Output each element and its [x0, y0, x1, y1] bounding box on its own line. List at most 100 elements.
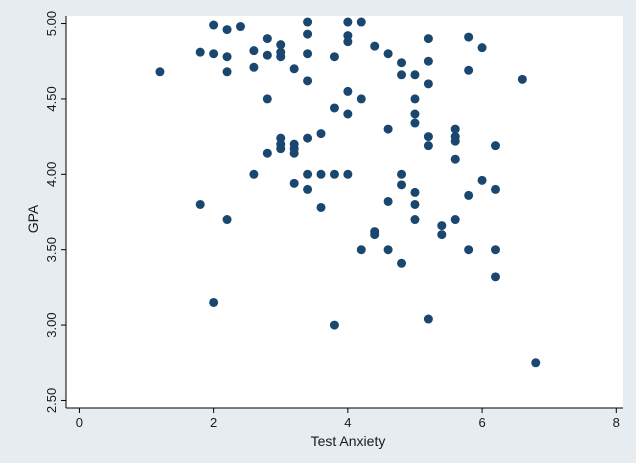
data-point [222, 215, 232, 225]
data-point [423, 141, 433, 151]
y-tick-label: 2.50 [44, 388, 59, 413]
data-point [343, 17, 353, 27]
data-point [262, 50, 272, 60]
data-point [383, 124, 393, 134]
data-point [329, 52, 339, 62]
data-point [383, 49, 393, 59]
data-point [397, 169, 407, 179]
data-point [262, 34, 272, 44]
data-point [329, 103, 339, 113]
data-point [450, 154, 460, 164]
data-point [531, 358, 541, 368]
data-point [329, 320, 339, 330]
data-point [450, 136, 460, 146]
data-point [303, 49, 313, 59]
data-point [356, 245, 366, 255]
data-point [410, 187, 420, 197]
data-point [155, 67, 165, 77]
x-axis-title: Test Anxiety [311, 433, 386, 449]
data-point [262, 148, 272, 158]
data-point [235, 22, 245, 32]
data-point [209, 20, 219, 30]
data-point [397, 180, 407, 190]
data-point [464, 245, 474, 255]
data-point [303, 29, 313, 39]
x-tick-label: 6 [478, 415, 485, 430]
data-point [397, 58, 407, 68]
data-point [303, 184, 313, 194]
y-axis-title: GPA [25, 204, 41, 233]
data-point [276, 52, 286, 62]
data-point [423, 314, 433, 324]
data-point [289, 178, 299, 188]
data-point [316, 169, 326, 179]
data-point [209, 297, 219, 307]
data-point [490, 272, 500, 282]
x-tick-label: 8 [613, 415, 620, 430]
data-point [383, 196, 393, 206]
data-point [316, 202, 326, 212]
y-tick-label: 4.00 [44, 162, 59, 187]
data-point [289, 148, 299, 158]
data-point [343, 37, 353, 47]
x-tick-label: 4 [344, 415, 351, 430]
y-tick-label: 3.50 [44, 237, 59, 262]
data-point [490, 184, 500, 194]
data-point [222, 52, 232, 62]
x-axis: 0 2 4 6 8 [66, 407, 623, 430]
x-tick-label: 0 [76, 415, 83, 430]
y-tick-label: 4.50 [44, 86, 59, 111]
data-point [410, 94, 420, 104]
data-point [423, 34, 433, 44]
data-point [477, 175, 487, 185]
data-point [262, 94, 272, 104]
data-point [316, 129, 326, 139]
data-point [410, 109, 420, 119]
data-point [464, 65, 474, 75]
data-point [437, 230, 447, 240]
y-axis: 2.50 3.00 3.50 4.00 4.50 5.00 [44, 11, 67, 413]
data-point [464, 190, 474, 200]
data-point [410, 118, 420, 128]
data-point [397, 258, 407, 268]
data-point [517, 74, 527, 84]
data-point [450, 124, 460, 134]
data-point [423, 56, 433, 66]
data-point [477, 43, 487, 53]
data-point [450, 215, 460, 225]
data-point [249, 169, 259, 179]
data-point [490, 141, 500, 151]
data-point [437, 221, 447, 231]
plot-area [66, 16, 623, 408]
data-point [195, 199, 205, 209]
data-point [276, 144, 286, 154]
data-point [410, 215, 420, 225]
data-point [423, 132, 433, 142]
data-point [249, 62, 259, 72]
data-point [303, 169, 313, 179]
data-point [303, 76, 313, 86]
data-point [410, 199, 420, 209]
data-point [356, 94, 366, 104]
data-point [383, 245, 393, 255]
data-point [343, 169, 353, 179]
data-point [464, 32, 474, 42]
data-point [410, 70, 420, 80]
data-point [195, 47, 205, 57]
data-point [329, 169, 339, 179]
data-point [303, 17, 313, 27]
data-point [343, 109, 353, 119]
scatter-points [155, 17, 541, 368]
data-point [343, 86, 353, 96]
data-point [397, 70, 407, 80]
y-tick-label: 3.00 [44, 312, 59, 337]
data-point [303, 133, 313, 143]
data-point [370, 41, 380, 51]
data-point [276, 40, 286, 50]
x-tick-label: 2 [210, 415, 217, 430]
data-point [209, 49, 219, 59]
data-point [356, 17, 366, 27]
data-point [289, 64, 299, 74]
data-point [222, 67, 232, 77]
